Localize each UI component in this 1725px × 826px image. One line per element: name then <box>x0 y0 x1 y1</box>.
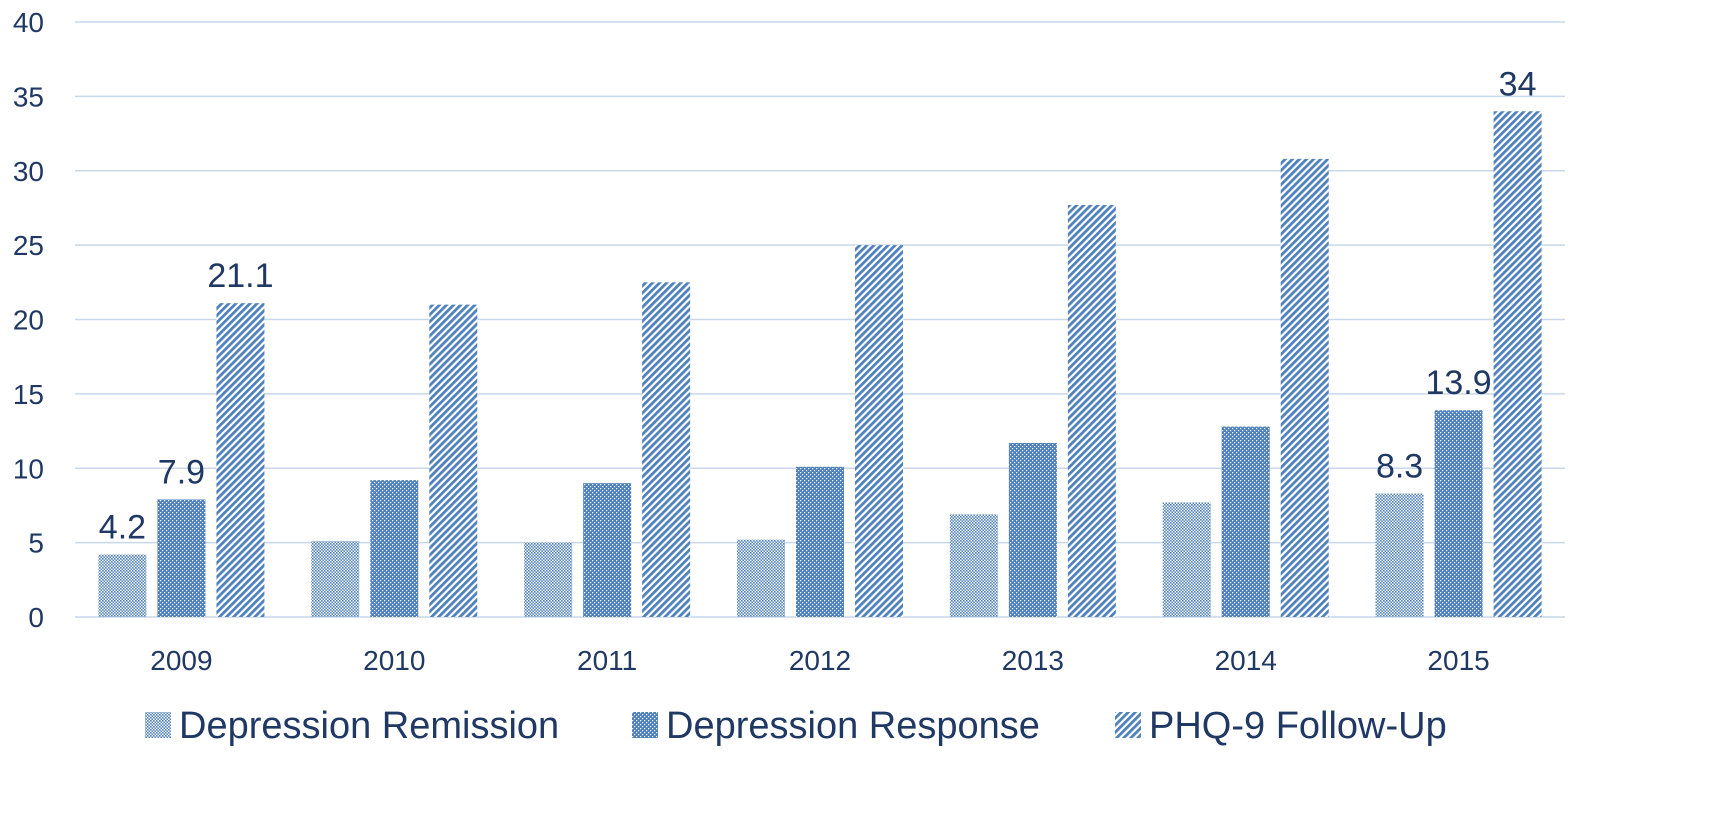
bar-depression-remission-2011 <box>524 542 573 617</box>
x-axis-tick-labels: 2009 2010 2011 2012 2013 2014 2015 <box>150 645 1489 676</box>
legend-label: PHQ-9 Follow-Up <box>1149 705 1447 747</box>
y-tick-label: 25 <box>13 230 44 261</box>
bar-depression-response-2015 <box>1434 410 1483 617</box>
data-labels: 4.2 7.9 21.1 8.3 13.9 34 <box>99 65 1537 546</box>
legend-swatch <box>1115 712 1141 738</box>
bar-depression-remission-2014 <box>1162 502 1211 617</box>
bars <box>98 111 1542 617</box>
bar-depression-response-2011 <box>583 483 632 617</box>
bar-phq-9-follow-up-2012 <box>855 245 903 617</box>
legend-swatch <box>145 712 171 738</box>
bar-phq-9-follow-up-2015 <box>1493 111 1542 617</box>
y-axis-tick-labels: 0 5 10 15 20 25 30 35 40 <box>13 7 44 633</box>
bar-depression-remission-2010 <box>311 541 360 617</box>
data-label: 13.9 <box>1425 364 1491 402</box>
y-tick-label: 40 <box>13 7 44 38</box>
x-tick-label: 2015 <box>1427 645 1489 676</box>
data-label: 21.1 <box>207 257 273 295</box>
x-tick-label: 2009 <box>150 645 212 676</box>
legend-swatch <box>632 712 658 738</box>
bar-depression-response-2009 <box>157 499 206 617</box>
bar-phq-9-follow-up-2011 <box>642 282 691 617</box>
data-label: 34 <box>1499 65 1537 103</box>
bar-depression-remission-2015 <box>1375 493 1424 617</box>
data-label: 8.3 <box>1376 448 1423 486</box>
bar-depression-remission-2009 <box>98 554 147 617</box>
x-tick-label: 2010 <box>363 645 425 676</box>
y-tick-label: 20 <box>13 305 44 336</box>
bar-phq-9-follow-up-2014 <box>1280 158 1329 617</box>
y-tick-label: 30 <box>13 156 44 187</box>
bar-phq-9-follow-up-2010 <box>429 304 478 617</box>
y-tick-label: 5 <box>28 528 44 559</box>
y-tick-label: 35 <box>13 81 44 112</box>
bar-depression-response-2014 <box>1221 426 1270 617</box>
data-label: 4.2 <box>99 509 146 547</box>
legend-label: Depression Response <box>666 705 1040 747</box>
x-tick-label: 2012 <box>789 645 851 676</box>
bar-phq-9-follow-up-2013 <box>1067 204 1116 617</box>
x-tick-label: 2013 <box>1002 645 1064 676</box>
bar-depression-response-2013 <box>1008 442 1057 617</box>
bar-depression-remission-2013 <box>949 514 998 617</box>
legend-label: Depression Remission <box>179 705 559 747</box>
bar-depression-response-2010 <box>370 480 419 617</box>
bar-phq-9-follow-up-2009 <box>216 303 265 617</box>
data-label: 7.9 <box>158 453 205 491</box>
y-tick-label: 15 <box>13 379 44 410</box>
legend: Depression Remission Depression Response P… <box>145 705 1447 747</box>
bar-depression-remission-2012 <box>737 539 785 617</box>
bar-depression-response-2012 <box>796 466 844 617</box>
x-tick-label: 2011 <box>577 645 637 676</box>
y-tick-label: 10 <box>13 453 44 484</box>
x-tick-label: 2014 <box>1215 645 1277 676</box>
y-tick-label: 0 <box>28 602 44 633</box>
